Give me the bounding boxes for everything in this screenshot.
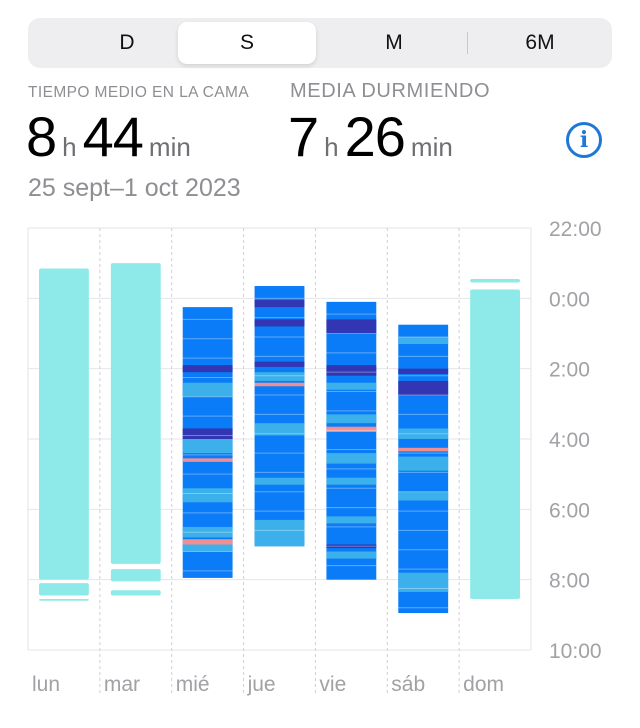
in-bed-bar-mar	[110, 590, 161, 596]
x-tick-label: mar	[104, 673, 140, 696]
sleep-stage-awake-jue	[254, 382, 305, 387]
in-bed-bar-lun	[39, 583, 89, 596]
in-bed-hours: 8	[26, 105, 57, 168]
sleep-stage-deep-vie	[326, 319, 377, 334]
in-bed-bar-mar	[110, 263, 161, 564]
y-tick-label: 8:00	[549, 570, 590, 593]
sleep-stage-rem-vie	[326, 453, 377, 464]
sleep-stage-core-jue	[254, 286, 305, 547]
x-tick-label: sáb	[391, 673, 425, 696]
sleep-stage-core-vie	[326, 301, 377, 580]
sleep-stage-deep-mié	[182, 365, 233, 373]
sleep-stage-rem-mié	[182, 488, 233, 503]
y-tick-label: 22:00	[549, 218, 602, 241]
in-bed-minutes: 44	[82, 105, 144, 168]
asleep-hours-unit: h	[324, 132, 339, 162]
sleep-stage-rem-vie	[326, 477, 377, 485]
sleep-stage-deep-mié	[182, 428, 233, 439]
in-bed-bar-dom	[470, 278, 520, 283]
sleep-stage-awake-mié	[182, 539, 233, 545]
sleep-stage-deep-sáb	[398, 368, 449, 374]
in-bed-bar-dom	[470, 289, 520, 600]
y-tick-label: 4:00	[549, 429, 590, 452]
y-tick-label: 10:00	[549, 640, 602, 663]
segment-six-months[interactable]: 6M	[525, 31, 555, 54]
sleep-stage-rem-jue	[254, 372, 305, 381]
sleep-stage-rem-sáb	[398, 491, 449, 501]
period-segmented-control: D S M 6M	[28, 18, 612, 68]
sleep-stage-deep-jue	[254, 319, 305, 327]
asleep-minutes-unit: min	[410, 132, 453, 162]
segment-month[interactable]: M	[385, 31, 403, 54]
in-bed-label: TIEMPO MEDIO EN LA CAMA	[28, 84, 250, 101]
in-bed-minutes-unit: min	[148, 132, 191, 162]
sleep-stage-deep-jue	[254, 300, 305, 308]
sleep-stage-awake-mié	[182, 458, 233, 462]
sleep-stage-deep-vie	[326, 544, 377, 549]
sleep-stage-deep-vie	[326, 365, 377, 376]
segment-week[interactable]: S	[178, 22, 316, 64]
in-bed-bar-mar	[110, 569, 161, 582]
x-tick-label: dom	[463, 673, 504, 696]
segment-divider	[467, 32, 468, 54]
sleep-stage-rem-mié	[182, 526, 233, 538]
sleep-stage-rem-sáb	[398, 572, 449, 592]
x-tick-label: jue	[247, 673, 276, 696]
x-tick-label: lun	[32, 673, 60, 696]
sleep-stage-awake-vie	[326, 426, 377, 432]
asleep-label: MEDIA DURMIENDO	[290, 80, 491, 102]
segment-day[interactable]: D	[119, 31, 135, 54]
info-circle-icon[interactable]: i	[566, 122, 602, 158]
asleep-hours: 7	[288, 105, 319, 168]
date-range: 25 sept–1 oct 2023	[28, 174, 241, 202]
y-tick-label: 2:00	[549, 359, 590, 382]
y-tick-label: 6:00	[549, 499, 590, 522]
sleep-stage-rem-sáb	[398, 428, 449, 439]
in-bed-hours-unit: h	[62, 132, 77, 162]
sleep-stage-rem-jue	[254, 423, 305, 436]
sleep-stage-rem-sáb	[398, 337, 449, 345]
y-tick-label: 0:00	[549, 288, 590, 311]
sleep-stage-rem-jue	[254, 477, 305, 485]
in-bed-bar-lun	[39, 268, 89, 580]
sleep-stage-deep-jue	[254, 361, 305, 367]
asleep-minutes: 26	[344, 105, 406, 168]
sleep-stage-rem-vie	[326, 516, 377, 524]
x-tick-label: mié	[176, 673, 210, 696]
sleep-stage-rem-mié	[182, 544, 233, 552]
sleep-stage-deep-sáb	[398, 380, 449, 396]
sleep-stage-awake-sáb	[398, 447, 449, 452]
x-tick-label: vie	[319, 673, 346, 696]
sleep-stage-rem-vie	[326, 414, 377, 424]
in-bed-value: 8 h 44 min	[26, 104, 197, 169]
sleep-stage-rem-mié	[182, 439, 233, 454]
sleep-stage-rem-jue	[254, 519, 305, 547]
sleep-stage-rem-vie	[326, 382, 377, 390]
asleep-value: 7 h 26 min	[288, 104, 459, 169]
in-bed-bar-lun	[39, 599, 89, 601]
sleep-stage-rem-mié	[182, 382, 233, 397]
sleep-stage-rem-vie	[326, 551, 377, 559]
sleep-stage-rem-sáb	[398, 456, 449, 471]
